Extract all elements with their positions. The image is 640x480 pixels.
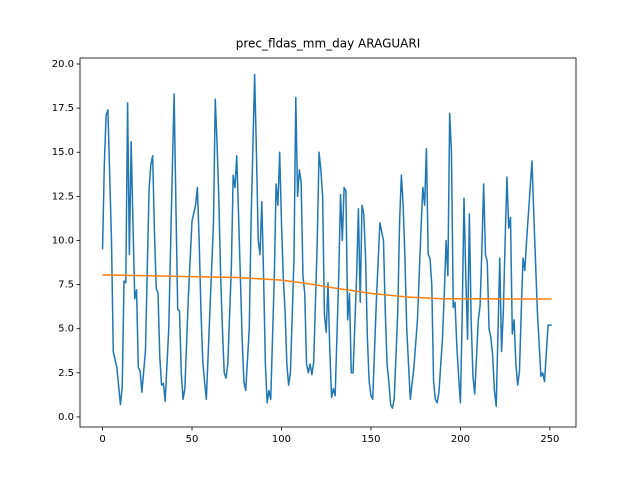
- chart-title: prec_fldas_mm_day ARAGUARI: [236, 37, 421, 51]
- data-line: [102, 274, 552, 300]
- y-tick-label: 17.5: [52, 103, 74, 114]
- y-tick-label: 0.0: [58, 412, 74, 423]
- data-line: [101, 73, 552, 409]
- y-tick-label: 20.0: [52, 59, 74, 70]
- y-tick-label: 2.5: [58, 368, 74, 379]
- plot-area: [101, 73, 552, 409]
- x-tick-label: 250: [540, 434, 559, 445]
- y-tick-label: 5.0: [58, 324, 74, 335]
- x-tick-label: 0: [99, 434, 105, 445]
- axes-frame: [79, 57, 577, 428]
- x-tick-label: 100: [272, 434, 291, 445]
- y-tick-label: 7.5: [58, 280, 74, 291]
- x-tick-label: 150: [361, 434, 380, 445]
- x-tick-label: 50: [186, 434, 199, 445]
- y-tick-label: 12.5: [52, 191, 74, 202]
- y-tick-label: 10.0: [52, 235, 74, 246]
- y-tick-label: 15.0: [52, 147, 74, 158]
- x-tick-label: 200: [451, 434, 470, 445]
